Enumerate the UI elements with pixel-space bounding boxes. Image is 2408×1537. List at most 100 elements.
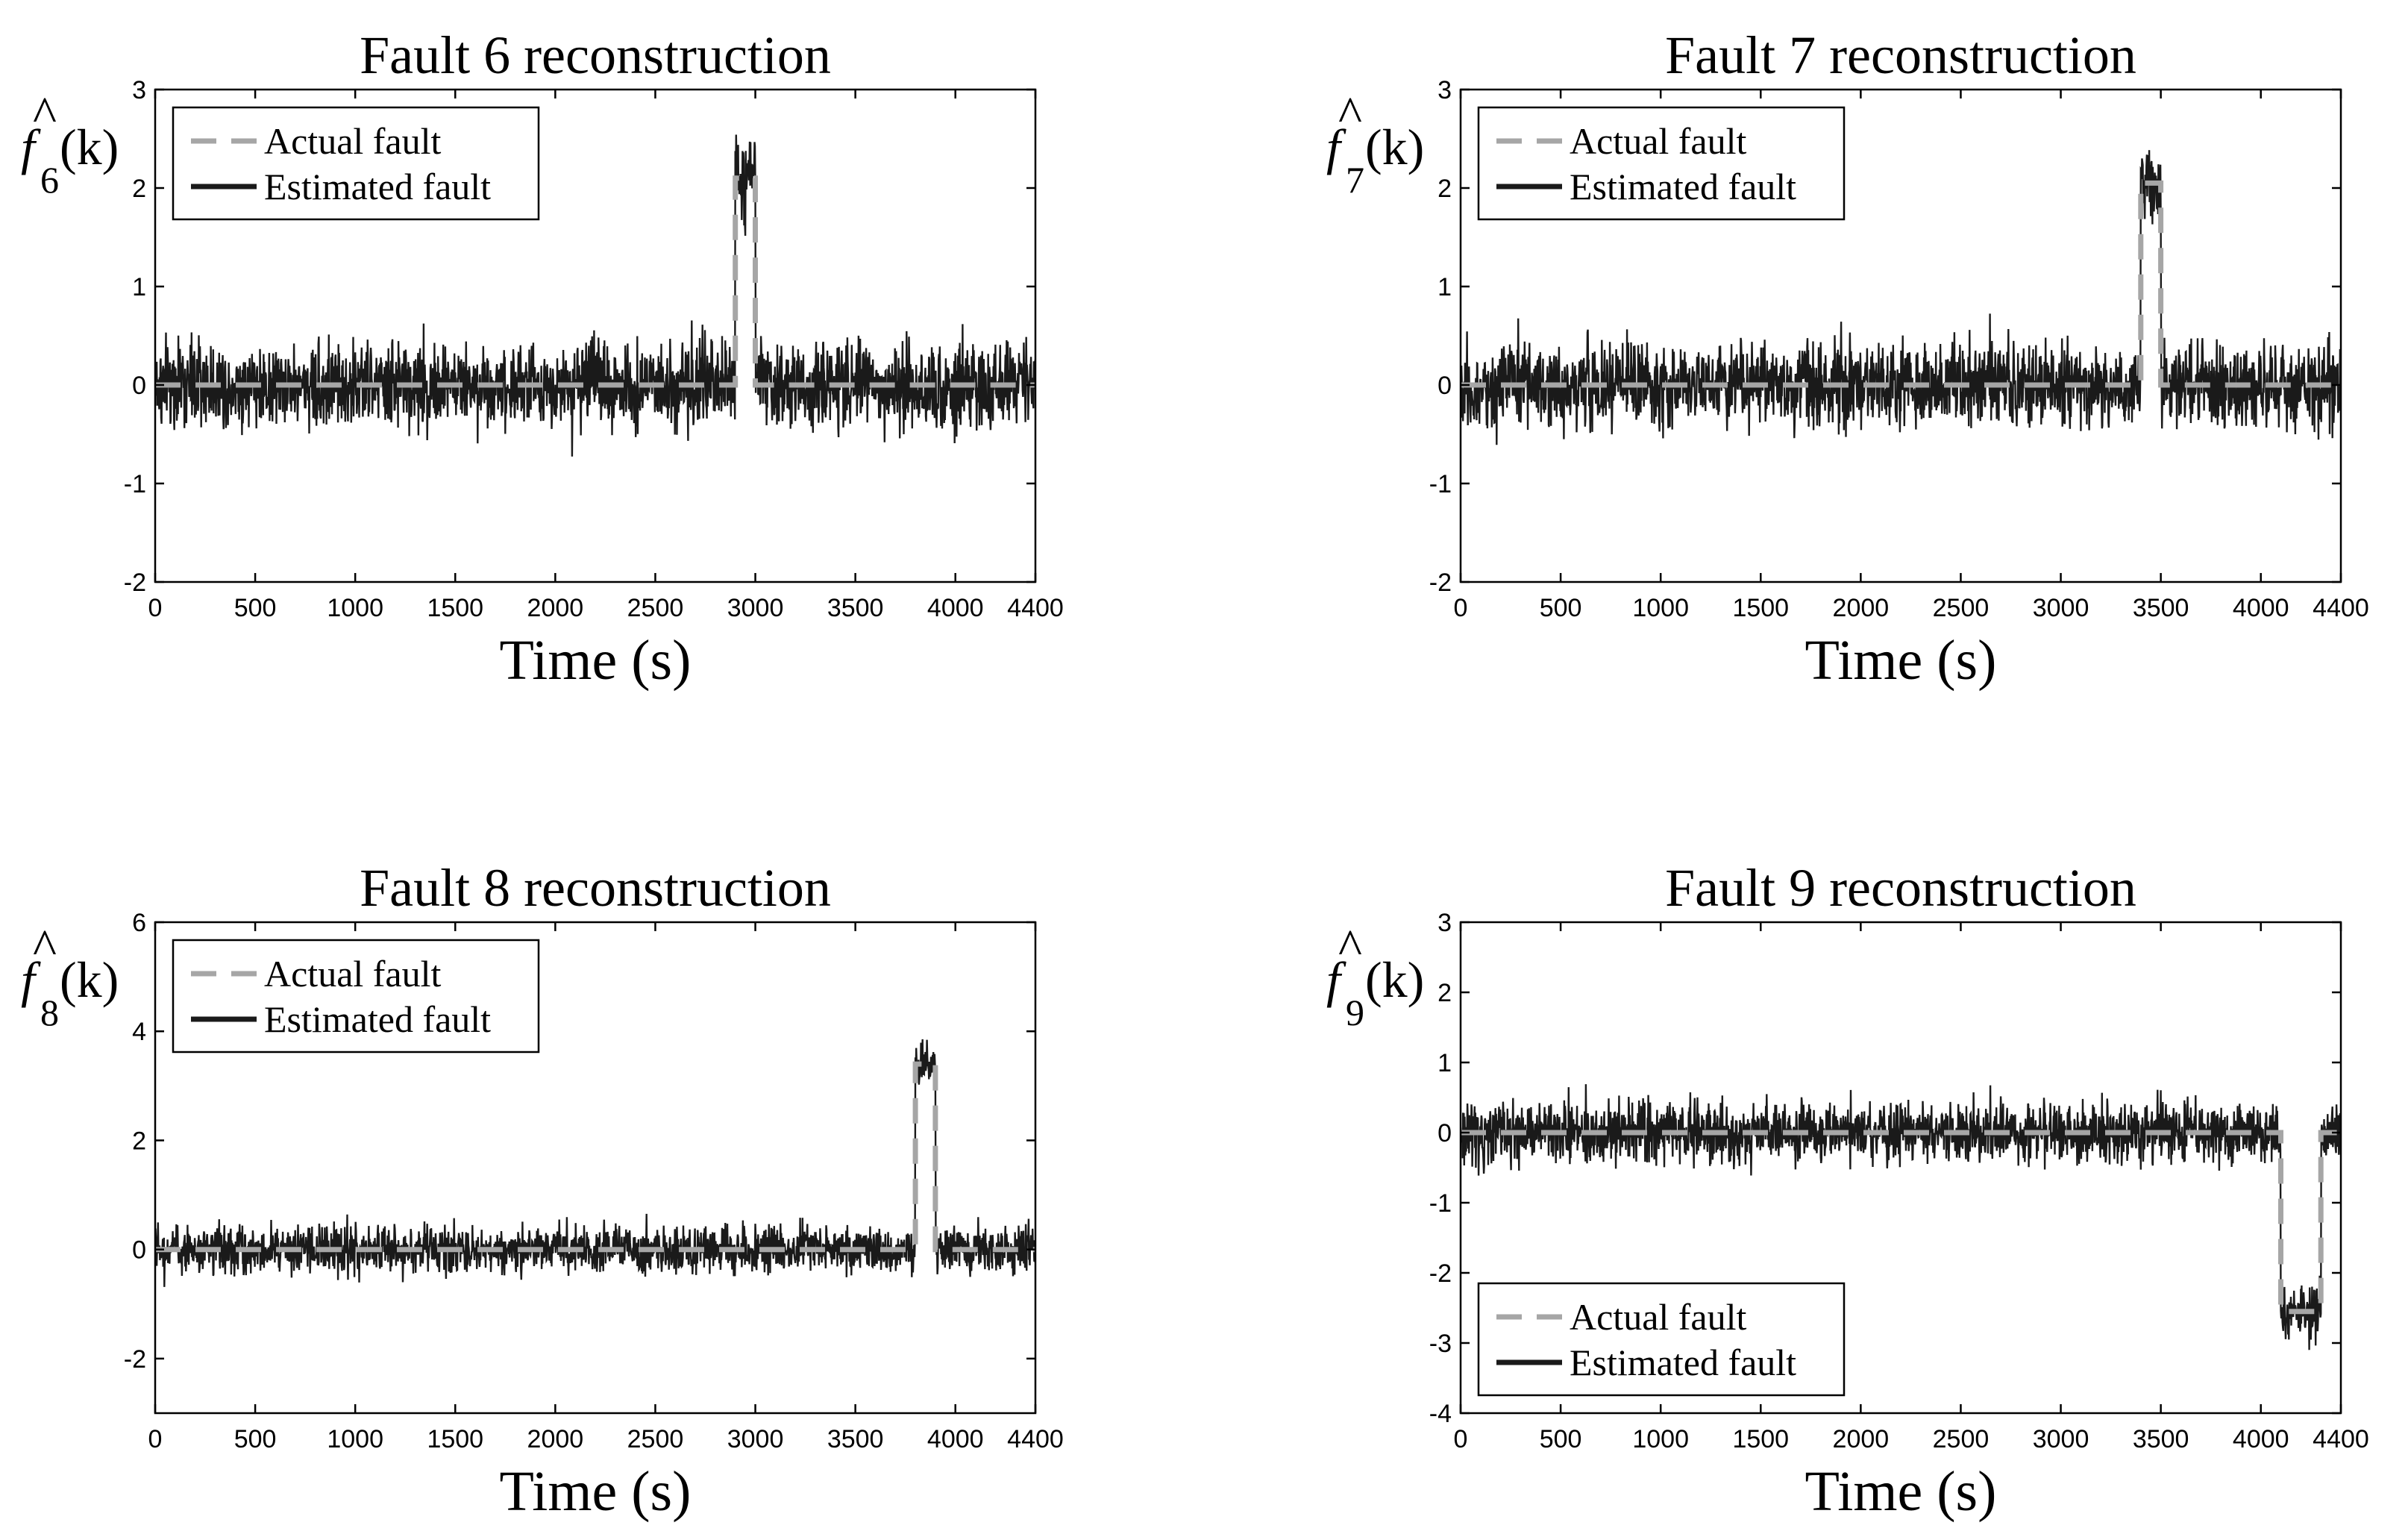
actual-fault-line <box>1461 180 2341 388</box>
legend-estimated-label: Estimated fault <box>264 998 491 1040</box>
x-tick-label: 2500 <box>1933 594 1990 622</box>
y-tick-label: 1 <box>1437 273 1452 301</box>
chart-panel-8: 0 500 1000 1500 2000 2500 3000 3500 4000 4400 -2 0 2… <box>21 858 1064 1523</box>
x-tick-label: 2500 <box>627 1425 684 1453</box>
y-tick-label: 1 <box>1437 1049 1452 1077</box>
y-tick-label: -4 <box>1429 1400 1452 1428</box>
x-tick-label: 500 <box>1540 594 1582 622</box>
x-tick-label: 1000 <box>1632 594 1689 622</box>
x-tick-label: 4000 <box>2233 594 2289 622</box>
x-axis-label: Time (s) <box>1805 1460 1997 1523</box>
y-tick-label: -3 <box>1429 1330 1452 1358</box>
chart-panel-7: 0 500 1000 1500 2000 2500 3000 3500 4000 4400 -2 -1… <box>1326 25 2369 692</box>
y-tick-label: 2 <box>1437 175 1452 203</box>
x-tick-label: 2000 <box>1833 1425 1890 1453</box>
estimated-fault-line <box>1461 1084 2341 1350</box>
y-tick-label: 6 <box>132 909 146 937</box>
y-tick-label: -2 <box>1429 569 1452 597</box>
y-tick-label: 0 <box>132 372 146 400</box>
x-tick-label: 1500 <box>1732 594 1789 622</box>
x-tick-label: 4400 <box>2313 594 2369 622</box>
estimated-fault-line <box>155 134 1035 457</box>
legend-actual-label: Actual fault <box>264 953 442 995</box>
chart-panel-9: 0 500 1000 1500 2000 2500 3000 3500 4000 4400 -4 -3… <box>1326 858 2369 1523</box>
axes-frame <box>1459 921 2342 1415</box>
x-tick-label: 3000 <box>727 594 784 622</box>
estimated-fault-line <box>155 1039 1035 1287</box>
x-tick-label: 2500 <box>1933 1425 1990 1453</box>
x-tick-label: 1500 <box>427 1425 483 1453</box>
y-axis-label-subscript: 8 <box>40 992 59 1033</box>
y-tick-label: 2 <box>132 1127 146 1155</box>
x-axis-label: Time (s) <box>1805 629 1997 692</box>
y-tick-label: -1 <box>124 470 146 498</box>
x-tick-label: 2000 <box>527 594 584 622</box>
y-axis-label-arg: (k) <box>60 119 119 175</box>
y-tick-label: 3 <box>1437 909 1452 937</box>
x-tick-label: 4000 <box>927 1425 984 1453</box>
y-tick-label: 0 <box>1437 1119 1452 1148</box>
y-tick-label: 2 <box>1437 979 1452 1007</box>
y-tick-label: 4 <box>132 1018 146 1046</box>
y-axis-label-subscript: 7 <box>1346 159 1364 201</box>
x-tick-label: 4400 <box>2313 1425 2369 1453</box>
x-tick-label: 1000 <box>1632 1425 1689 1453</box>
axes-frame <box>154 88 1037 583</box>
y-tick-label: -2 <box>1429 1259 1452 1288</box>
legend-box <box>172 939 540 1054</box>
legend-estimated-label: Estimated fault <box>1570 1342 1796 1383</box>
axes-frame <box>1459 88 2342 583</box>
actual-fault-line <box>155 175 1035 388</box>
y-axis-label-subscript: 9 <box>1346 992 1364 1033</box>
chart-title: Fault 6 reconstruction <box>360 25 831 85</box>
chart-panel-6: 0 500 1000 1500 2000 2500 3000 3500 4000 4400 -2 -1… <box>21 25 1064 692</box>
y-tick-label: 2 <box>132 175 146 203</box>
x-tick-label: 1000 <box>327 1425 383 1453</box>
x-tick-label: 1000 <box>327 594 383 622</box>
actual-fault-line <box>1461 1130 2341 1315</box>
x-tick-label: 2500 <box>627 594 684 622</box>
y-tick-label: 3 <box>1437 76 1452 104</box>
estimated-fault-line <box>1461 150 2341 445</box>
legend-actual-label: Actual fault <box>264 120 442 162</box>
y-tick-label: 3 <box>132 76 146 104</box>
chart-title: Fault 7 reconstruction <box>1665 25 2136 85</box>
legend-estimated-label: Estimated fault <box>264 166 491 207</box>
y-axis-label-hat: ^ <box>33 918 57 975</box>
y-axis-label-hat: ^ <box>33 86 57 143</box>
x-tick-label: 3000 <box>2033 594 2089 622</box>
legend-actual-label: Actual fault <box>1570 1296 1747 1338</box>
y-tick-label: -1 <box>1429 470 1452 498</box>
x-tick-label: 3500 <box>2133 1425 2189 1453</box>
x-tick-label: 500 <box>234 1425 277 1453</box>
y-tick-label: -1 <box>1429 1189 1452 1218</box>
x-tick-label: 3000 <box>727 1425 784 1453</box>
x-tick-label: 3500 <box>827 1425 884 1453</box>
chart-title: Fault 9 reconstruction <box>1665 858 2136 918</box>
x-tick-label: 2000 <box>527 1425 584 1453</box>
legend-box <box>1477 106 1846 221</box>
x-tick-label: 1500 <box>1732 1425 1789 1453</box>
x-tick-label: 2000 <box>1833 594 1890 622</box>
axes-frame <box>154 921 1037 1415</box>
y-axis-label-hat: ^ <box>1338 86 1362 143</box>
y-tick-label: 0 <box>132 1236 146 1265</box>
y-axis-label-hat: ^ <box>1338 918 1362 975</box>
legend-box <box>1477 1282 1846 1397</box>
y-tick-label: -2 <box>124 1345 146 1374</box>
x-tick-label: 3500 <box>2133 594 2189 622</box>
chart-title: Fault 8 reconstruction <box>360 858 831 918</box>
x-tick-label: 4400 <box>1007 594 1064 622</box>
x-axis-label: Time (s) <box>500 629 692 692</box>
x-tick-label: 4400 <box>1007 1425 1064 1453</box>
x-tick-label: 500 <box>1540 1425 1582 1453</box>
y-axis-label-subscript: 6 <box>40 159 59 201</box>
x-tick-label: 0 <box>1454 594 1468 622</box>
x-tick-label: 0 <box>148 594 163 622</box>
legend-box <box>172 106 540 221</box>
